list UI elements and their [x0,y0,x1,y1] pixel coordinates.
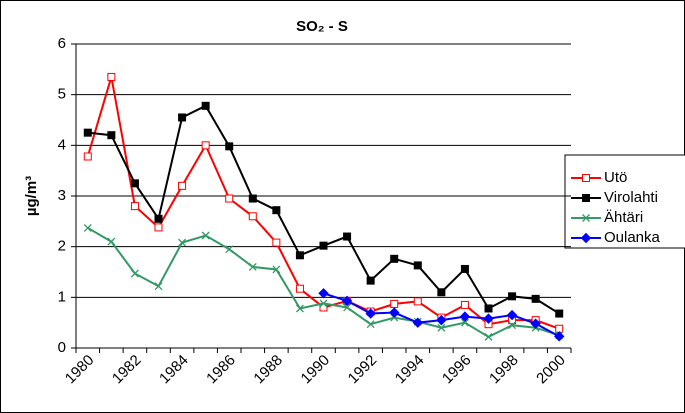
data-point [459,311,471,322]
y-tick-label: 5 [58,86,66,103]
data-point [225,245,234,254]
data-point [130,179,139,188]
data-point [130,202,139,211]
data-point [201,141,210,150]
data-point [343,303,352,312]
data-point [483,313,494,324]
data-point [413,297,422,306]
data-point [248,262,257,271]
data-point [154,214,163,223]
data-point [178,113,187,122]
data-point [83,223,92,232]
y-axis-label: µg/m³ [23,176,40,216]
legend-marker [580,232,592,244]
y-tick-label: 6 [58,35,66,52]
data-point [248,194,257,203]
y-tick-label: 2 [58,238,66,255]
data-point [554,331,565,342]
legend-marker [582,194,590,202]
chart-title: SO₂ - S [296,18,348,35]
data-point [484,304,493,313]
data-point [319,299,328,308]
data-point [530,318,541,329]
data-point [390,254,399,263]
data-point [295,304,304,313]
data-point [225,142,234,151]
data-point [412,317,423,328]
data-point [272,238,281,247]
data-point [295,284,304,293]
legend-marker [582,174,590,182]
data-point [83,128,92,137]
data-point [319,241,328,250]
data-point [225,194,234,203]
data-point [389,307,400,318]
data-point [107,72,116,81]
data-point [555,309,564,318]
legend-label: Oulanka [604,229,661,246]
data-point [508,292,517,301]
data-point [413,261,422,270]
data-point [390,299,399,308]
data-point [201,231,210,240]
y-tick-label: 1 [58,288,66,305]
data-point [83,152,92,161]
data-point [531,294,540,303]
data-point [201,101,210,110]
data-point [437,288,446,297]
legend-label: Utö [604,169,627,186]
legend-label: Ähtäri [604,209,643,226]
data-point [437,323,446,332]
data-point [248,212,257,221]
data-point [341,295,353,307]
y-tick-label: 4 [58,136,66,153]
data-point [295,251,304,260]
data-point [154,282,163,291]
data-point [107,237,116,246]
data-point [460,264,469,273]
y-tick-label: 3 [58,187,66,204]
legend-marker [582,214,590,222]
data-point [130,269,139,278]
legend-label: Virolahti [604,189,658,206]
data-point [178,238,187,247]
data-point [366,276,375,285]
data-point [484,332,493,341]
data-point [460,300,469,309]
data-point [343,232,352,241]
data-point [318,288,329,299]
data-point [107,131,116,140]
data-point [272,265,281,274]
data-point [508,321,517,330]
data-point [436,314,447,326]
data-point [272,206,281,215]
y-tick-label: 0 [58,339,66,356]
data-point [154,223,163,232]
data-point [366,320,375,329]
data-point [365,308,376,319]
data-point [178,181,187,190]
data-point [506,309,518,321]
data-point [460,318,469,327]
